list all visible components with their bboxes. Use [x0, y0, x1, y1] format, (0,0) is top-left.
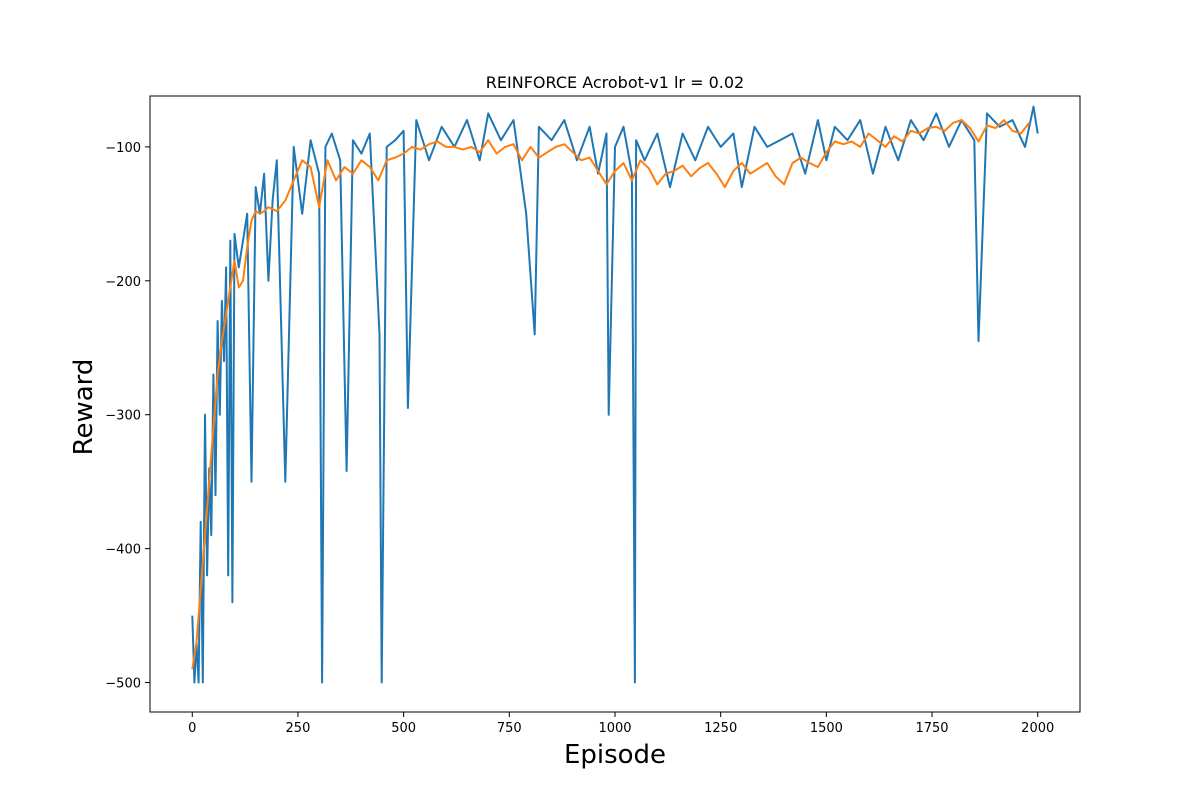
y-tick-label: −200 [105, 275, 141, 290]
y-axis: −500 −400 −300 −200 −100 [105, 141, 150, 692]
x-tick-label: 1750 [915, 721, 948, 736]
x-tick-label: 1500 [810, 721, 843, 736]
y-tick-label: −400 [105, 543, 141, 558]
raw-reward-line [191, 105, 1039, 684]
x-axis-label: Episode [564, 740, 666, 770]
y-tick-label: −100 [105, 141, 141, 156]
x-tick-label: 1000 [598, 721, 631, 736]
x-tick-label: 2000 [1021, 721, 1054, 736]
x-tick-label: 500 [391, 721, 416, 736]
series-layer [191, 105, 1039, 684]
x-tick-label: 1250 [704, 721, 737, 736]
chart-title: REINFORCE Acrobot-v1 lr = 0.02 [486, 73, 744, 92]
x-tick-label: 750 [497, 721, 522, 736]
x-tick-label: 250 [286, 721, 311, 736]
x-axis: 0 250 500 750 1000 1250 1500 1750 2000 [188, 712, 1054, 736]
y-tick-label: −500 [105, 677, 141, 692]
x-tick-label: 0 [188, 721, 196, 736]
moving-average-line [191, 119, 1031, 670]
y-tick-label: −300 [105, 409, 141, 424]
y-axis-label: Reward [69, 359, 99, 456]
